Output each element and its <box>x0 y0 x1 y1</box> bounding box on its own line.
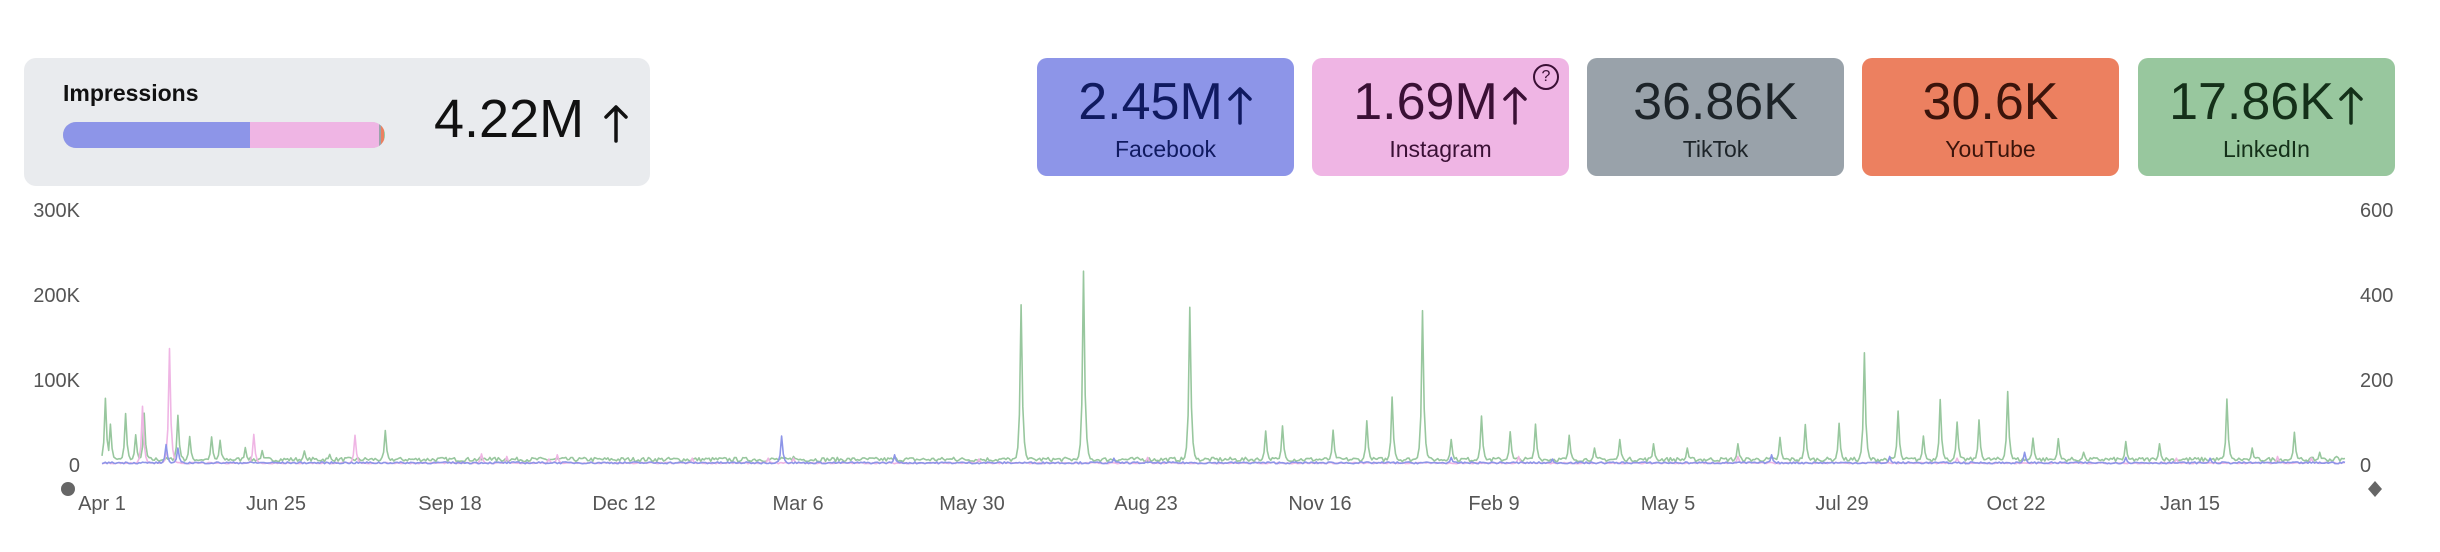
card-name: Instagram <box>1389 136 1492 162</box>
share-segment-youtube <box>381 122 384 148</box>
card-name: LinkedIn <box>2223 136 2310 162</box>
trend-up-icon <box>1228 87 1252 126</box>
platform-card-linkedin[interactable]: 17.86K LinkedIn <box>2138 58 2395 176</box>
platform-card-facebook[interactable]: 2.45M Facebook <box>1037 58 1294 176</box>
platform-share-bar[interactable] <box>63 122 385 148</box>
impressions-line-chart[interactable]: 0 100K 200K 300K 0 200 400 600 Apr 1 Jun 25 Sep 18… <box>0 190 2440 552</box>
x-axis-tick: May 30 <box>939 493 1005 515</box>
range-start-handle <box>61 482 75 496</box>
series-line-linkedin <box>101 270 2346 463</box>
left-axis-tick: 200K <box>33 285 80 307</box>
total-impressions-value: 4.22M <box>434 89 585 149</box>
share-segment-instagram <box>249 122 379 148</box>
card-value: 36.86K <box>1633 73 1798 131</box>
right-axis-tick: 400 <box>2360 285 2393 307</box>
card-name: Facebook <box>1114 136 1216 162</box>
impressions-summary-card: Impressions 4.22M <box>24 58 650 186</box>
range-end-handle <box>2368 481 2382 497</box>
left-axis-tick: 100K <box>33 370 80 392</box>
help-icon[interactable]: ? <box>1533 64 1559 90</box>
series-line-facebook <box>101 435 2346 465</box>
card-name: TikTok <box>1682 136 1749 162</box>
left-axis-tick: 0 <box>69 455 80 477</box>
x-axis-tick: Jun 25 <box>246 493 306 515</box>
trend-up-icon <box>1503 87 1527 126</box>
platform-card-tiktok[interactable]: 36.86K TikTok <box>1587 58 1844 176</box>
x-axis-tick: May 5 <box>1641 493 1695 515</box>
x-axis-tick: Dec 12 <box>592 493 655 515</box>
platform-card-instagram[interactable]: 1.69M Instagram ? <box>1312 58 1569 176</box>
card-value: 17.86K <box>2138 72 2395 132</box>
summary-title: Impressions <box>63 80 199 106</box>
x-axis-tick: Sep 18 <box>418 493 481 515</box>
trend-up-icon <box>604 104 628 143</box>
x-axis-tick: Nov 16 <box>1288 493 1351 515</box>
x-axis-tick: Jan 15 <box>2160 493 2220 515</box>
x-axis-tick: Jul 29 <box>1815 493 1868 515</box>
right-axis-tick: 600 <box>2360 200 2393 222</box>
card-value: 2.45M <box>1037 72 1294 132</box>
right-axis-tick: 0 <box>2360 455 2371 477</box>
x-axis-tick: Aug 23 <box>1114 493 1177 515</box>
x-axis-tick: Mar 6 <box>772 493 823 515</box>
trend-up-icon <box>2339 87 2363 126</box>
share-segment-linkedin <box>383 122 385 148</box>
card-name: YouTube <box>1945 136 2036 162</box>
right-axis-tick: 200 <box>2360 370 2393 392</box>
share-segment-tiktok <box>378 122 382 148</box>
x-axis-tick: Feb 9 <box>1468 493 1519 515</box>
total-impressions: 4.22M <box>434 88 629 150</box>
left-axis-tick: 300K <box>33 200 80 222</box>
x-axis-tick: Apr 1 <box>78 493 126 515</box>
share-segment-facebook <box>63 122 250 148</box>
card-value: 30.6K <box>1922 73 2059 131</box>
platform-card-youtube[interactable]: 30.6K YouTube <box>1862 58 2119 176</box>
x-axis-tick: Oct 22 <box>1987 493 2046 515</box>
card-value: 1.69M <box>1312 72 1569 132</box>
